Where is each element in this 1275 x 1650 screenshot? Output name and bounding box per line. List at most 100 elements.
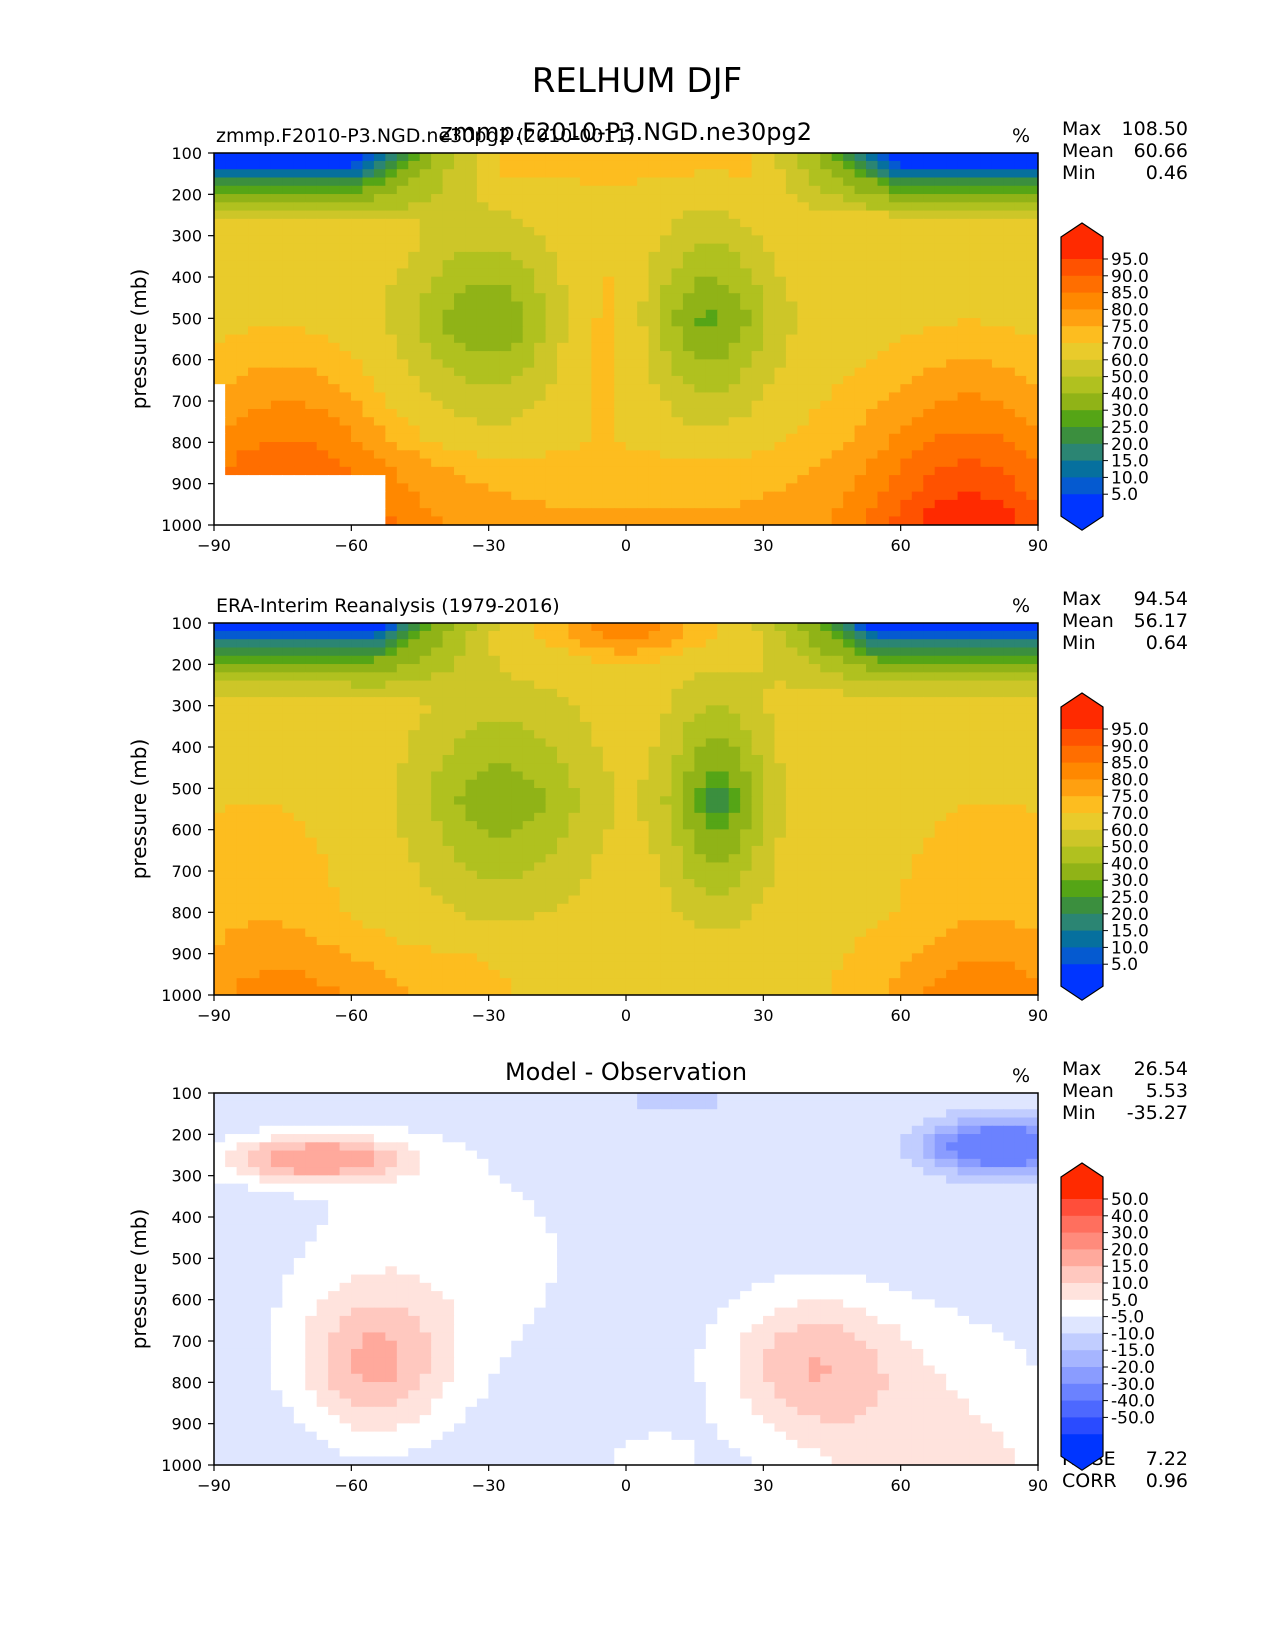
contour-cell <box>568 655 581 665</box>
contour-cell <box>248 433 261 443</box>
contour-cell <box>946 384 959 394</box>
contour-cell <box>557 680 570 690</box>
contour-cell <box>831 458 844 468</box>
contour-cell <box>831 218 844 228</box>
contour-cell <box>808 359 821 369</box>
contour-cell <box>637 227 650 236</box>
contour-cell <box>488 738 501 748</box>
contour-cell <box>854 160 867 170</box>
x-tick-label: −60 <box>334 536 368 555</box>
contour-cell <box>339 177 352 187</box>
colorbar-segment <box>1061 376 1103 394</box>
contour-cell <box>259 359 272 369</box>
contour-cell <box>396 210 409 220</box>
contour-cell <box>579 721 592 731</box>
contour-cell <box>877 392 890 402</box>
contour-cell <box>637 218 650 228</box>
contour-cell <box>442 630 455 640</box>
contour-cell <box>785 202 798 212</box>
contour-cell <box>843 359 856 369</box>
contour-cell <box>923 796 936 806</box>
contour-cell <box>442 359 455 369</box>
contour-cell <box>522 680 535 690</box>
contour-cell <box>831 160 844 170</box>
contour-cell <box>499 400 512 410</box>
contour-cell <box>751 491 764 501</box>
contour-cell <box>373 508 386 518</box>
contour-cell <box>934 177 947 187</box>
contour-cell <box>328 491 341 501</box>
contour-cell <box>328 326 341 336</box>
contour-cell <box>465 243 478 253</box>
contour-cell <box>740 185 753 195</box>
contour-cell <box>980 318 993 327</box>
contour-cell <box>728 491 741 501</box>
contour-cell <box>511 754 524 764</box>
contour-cell <box>831 351 844 360</box>
contour-cell <box>293 655 306 665</box>
contour-cell <box>522 433 535 443</box>
contour-cell <box>419 351 432 360</box>
contour-cell <box>911 251 924 261</box>
contour-cell <box>396 680 409 690</box>
contour-cell <box>854 491 867 501</box>
contour-cell <box>831 359 844 369</box>
contour-cell <box>877 491 890 501</box>
contour-cell <box>442 771 455 781</box>
contour-cell <box>923 169 936 179</box>
colorbar-segment <box>1061 259 1103 277</box>
contour-cell <box>728 623 741 632</box>
contour-cell <box>499 276 512 286</box>
contour-cell <box>431 218 444 228</box>
contour-cell <box>385 243 398 253</box>
contour-cell <box>396 483 409 493</box>
contour-cell <box>579 655 592 665</box>
contour-cell <box>476 218 489 228</box>
contour-cell <box>214 293 226 303</box>
contour-cell <box>362 458 375 468</box>
contour-cell <box>888 210 901 220</box>
contour-cell <box>465 342 478 352</box>
contour-cell <box>282 202 295 212</box>
contour-cell <box>946 680 959 690</box>
contour-cell <box>1003 342 1016 352</box>
contour-cell <box>648 417 661 427</box>
contour-cell <box>591 400 604 410</box>
contour-cell <box>293 153 306 162</box>
contour-cell <box>408 680 421 690</box>
contour-cell <box>339 746 352 756</box>
contour-cell <box>843 202 856 212</box>
contour-cell <box>396 318 409 327</box>
contour-cell <box>1014 688 1027 698</box>
contour-cell <box>511 664 524 673</box>
contour-cell <box>1014 655 1027 665</box>
contour-cell <box>557 623 570 632</box>
contour-cell <box>682 713 695 723</box>
contour-cell <box>373 688 386 698</box>
contour-cell <box>328 746 341 756</box>
contour-cell <box>1003 251 1016 261</box>
contour-cell <box>808 227 821 236</box>
contour-cell <box>385 367 398 377</box>
contour-cell <box>946 326 959 336</box>
contour-cell <box>362 763 375 773</box>
contour-cell <box>408 721 421 731</box>
contour-cell <box>671 466 684 476</box>
contour-cell <box>946 688 959 698</box>
contour-cell <box>373 408 386 418</box>
contour-cell <box>991 408 1004 418</box>
contour-cell <box>602 202 615 212</box>
contour-cell <box>797 417 810 427</box>
contour-cell <box>431 210 444 220</box>
contour-cell <box>293 630 306 640</box>
contour-cell <box>476 153 489 162</box>
contour-cell <box>797 334 810 344</box>
contour-cell <box>660 664 673 673</box>
contour-cell <box>900 326 913 336</box>
contour-cell <box>568 771 581 781</box>
contour-cell <box>751 243 764 253</box>
contour-cell <box>1014 466 1027 476</box>
contour-cell <box>854 408 867 418</box>
contour-cell <box>866 243 879 253</box>
contour-cell <box>225 688 238 698</box>
